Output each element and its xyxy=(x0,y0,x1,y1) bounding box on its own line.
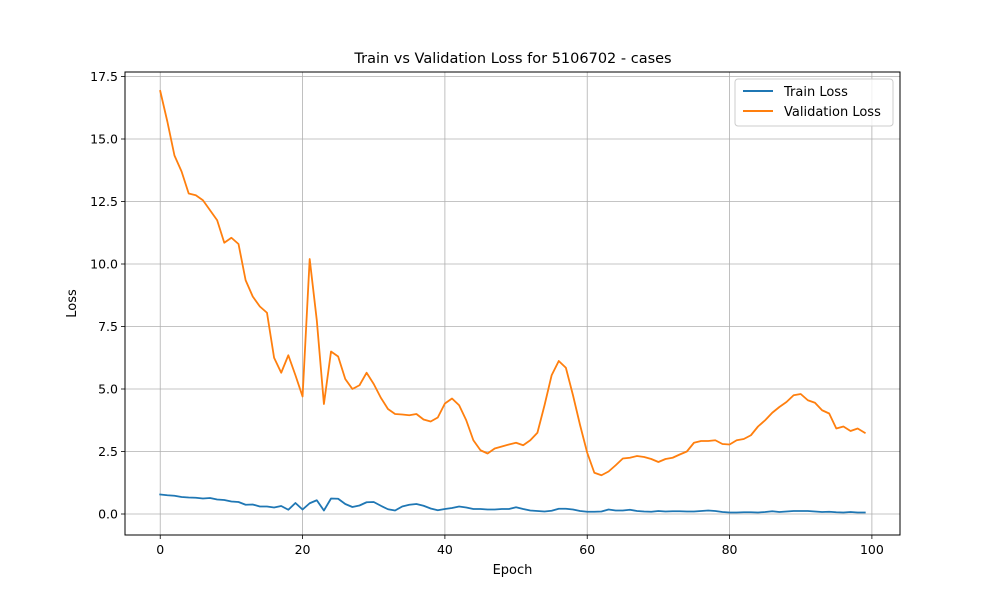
y-tick-label: 0.0 xyxy=(98,507,118,522)
x-axis-label: Epoch xyxy=(493,563,533,578)
series-line-validation-loss xyxy=(159,89,867,477)
y-tick-label: 17.5 xyxy=(90,69,118,84)
y-tick-label: 7.5 xyxy=(98,319,118,334)
grid-lines xyxy=(125,72,900,535)
x-tick-label: 100 xyxy=(860,542,884,557)
legend: Train Loss Validation Loss xyxy=(734,78,894,127)
y-tick-label: 2.5 xyxy=(98,444,118,459)
y-axis-label: Loss xyxy=(65,289,80,318)
series-lines xyxy=(159,89,867,514)
y-tick-label: 12.5 xyxy=(90,194,118,209)
legend-label-train-loss: Train Loss xyxy=(783,85,848,100)
plot-frame xyxy=(124,71,901,536)
series-line-train-loss xyxy=(159,493,866,514)
y-tick-label: 15.0 xyxy=(90,132,118,147)
y-tick-label: 10.0 xyxy=(90,257,118,272)
legend-label-validation-loss: Validation Loss xyxy=(784,105,881,120)
legend-box xyxy=(734,78,894,127)
y-axis-ticks: 0.0 2.5 5.0 7.5 10.0 12.5 15.0 17.5 xyxy=(90,69,125,522)
x-axis-ticks: 0 20 40 60 80 100 xyxy=(156,535,884,557)
x-tick-label: 60 xyxy=(579,542,595,557)
x-tick-label: 20 xyxy=(295,542,311,557)
y-tick-label: 5.0 xyxy=(98,382,118,397)
chart-title: Train vs Validation Loss for 5106702 - c… xyxy=(353,51,671,67)
x-tick-label: 0 xyxy=(156,542,164,557)
x-tick-label: 40 xyxy=(437,542,453,557)
x-tick-label: 80 xyxy=(722,542,738,557)
